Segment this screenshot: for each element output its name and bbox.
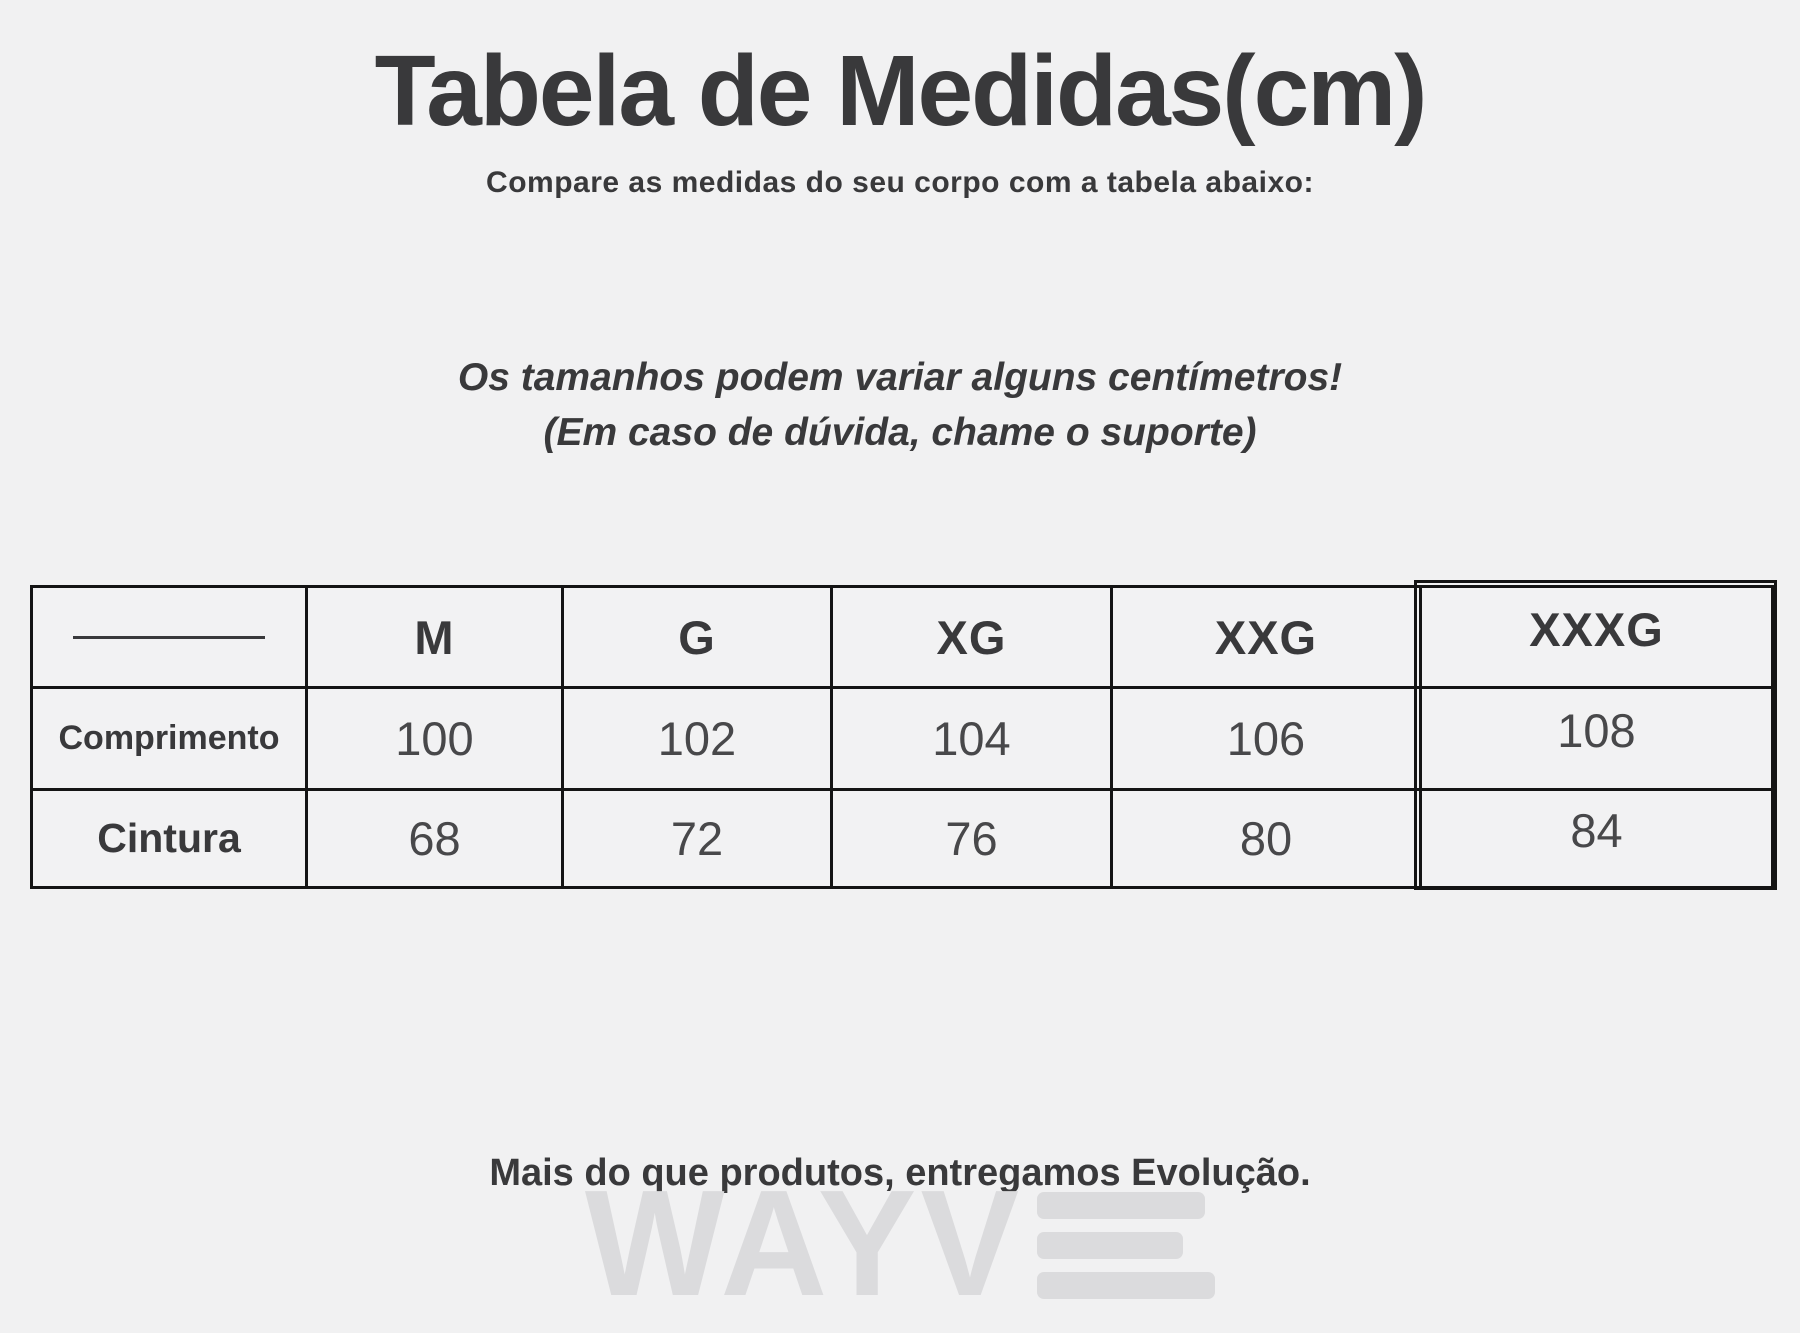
column-header-label: G	[678, 610, 716, 664]
column-header-label: XG	[936, 610, 1007, 664]
size-column-header-xg: XG	[833, 588, 1113, 689]
page-subtitle: Compare as medidas do seu corpo com a ta…	[486, 166, 1314, 199]
cell-value: 104	[932, 712, 1011, 765]
size-variation-notice: Os tamanhos podem variar alguns centímet…	[0, 350, 1800, 460]
page-title: Tabela de Medidas(cm)	[374, 35, 1428, 147]
cell-cintura-g: 72	[564, 791, 833, 886]
row-label: Comprimento	[58, 719, 280, 757]
cell-cintura-xxxg: 84	[1422, 791, 1771, 886]
cell-comprimento-xg: 104	[833, 689, 1113, 791]
cell-value: 68	[408, 812, 461, 865]
cell-value: 72	[670, 812, 724, 865]
row-label: Cintura	[97, 815, 241, 861]
watermark-letter-e-icon	[1037, 1190, 1216, 1299]
size-column-header-xxg: XXG	[1113, 588, 1422, 689]
brand-watermark-wayve: WAYV	[0, 1159, 1800, 1328]
table-corner-cell	[33, 588, 308, 689]
cell-value: 108	[1557, 704, 1636, 757]
cell-value: 100	[395, 712, 474, 765]
brand-tagline: Mais do que produtos, entregamos Evoluçã…	[489, 1152, 1311, 1194]
cell-value: 84	[1570, 804, 1623, 857]
column-header-label: XXXG	[1529, 602, 1664, 656]
row-header-cintura: Cintura	[33, 791, 308, 886]
dash-icon	[73, 635, 265, 639]
cell-comprimento-m: 100	[308, 689, 564, 791]
cell-cintura-m: 68	[308, 791, 564, 886]
cell-comprimento-xxxg: 108	[1422, 689, 1771, 791]
notice-line-1: Os tamanhos podem variar alguns centímet…	[457, 356, 1343, 399]
watermark-e-bar	[1037, 1272, 1216, 1299]
cell-cintura-xxg: 80	[1113, 791, 1422, 886]
watermark-e-bar	[1037, 1232, 1184, 1259]
row-header-comprimento: Comprimento	[33, 689, 308, 791]
size-column-header-g: G	[564, 588, 833, 689]
watermark-e-bar	[1037, 1192, 1206, 1219]
watermark-letters-wayv: WAYV	[584, 1159, 1024, 1328]
size-column-header-m: M	[308, 588, 564, 689]
cell-comprimento-g: 102	[564, 689, 833, 791]
cell-cintura-xg: 76	[833, 791, 1113, 886]
cell-value: 102	[657, 712, 737, 765]
column-header-label: XXG	[1214, 610, 1318, 664]
column-header-label: M	[414, 610, 455, 664]
cell-value: 76	[945, 812, 998, 865]
notice-line-2: (Em caso de dúvida, chame o suporte)	[543, 411, 1257, 454]
size-table: M G XG XXG XXXG Comprimento 100 102 104 …	[30, 580, 1777, 890]
size-column-header-xxxg: XXXG	[1422, 588, 1771, 689]
cell-comprimento-xxg: 106	[1113, 689, 1422, 791]
cell-value: 80	[1239, 812, 1293, 865]
cell-value: 106	[1226, 712, 1306, 765]
